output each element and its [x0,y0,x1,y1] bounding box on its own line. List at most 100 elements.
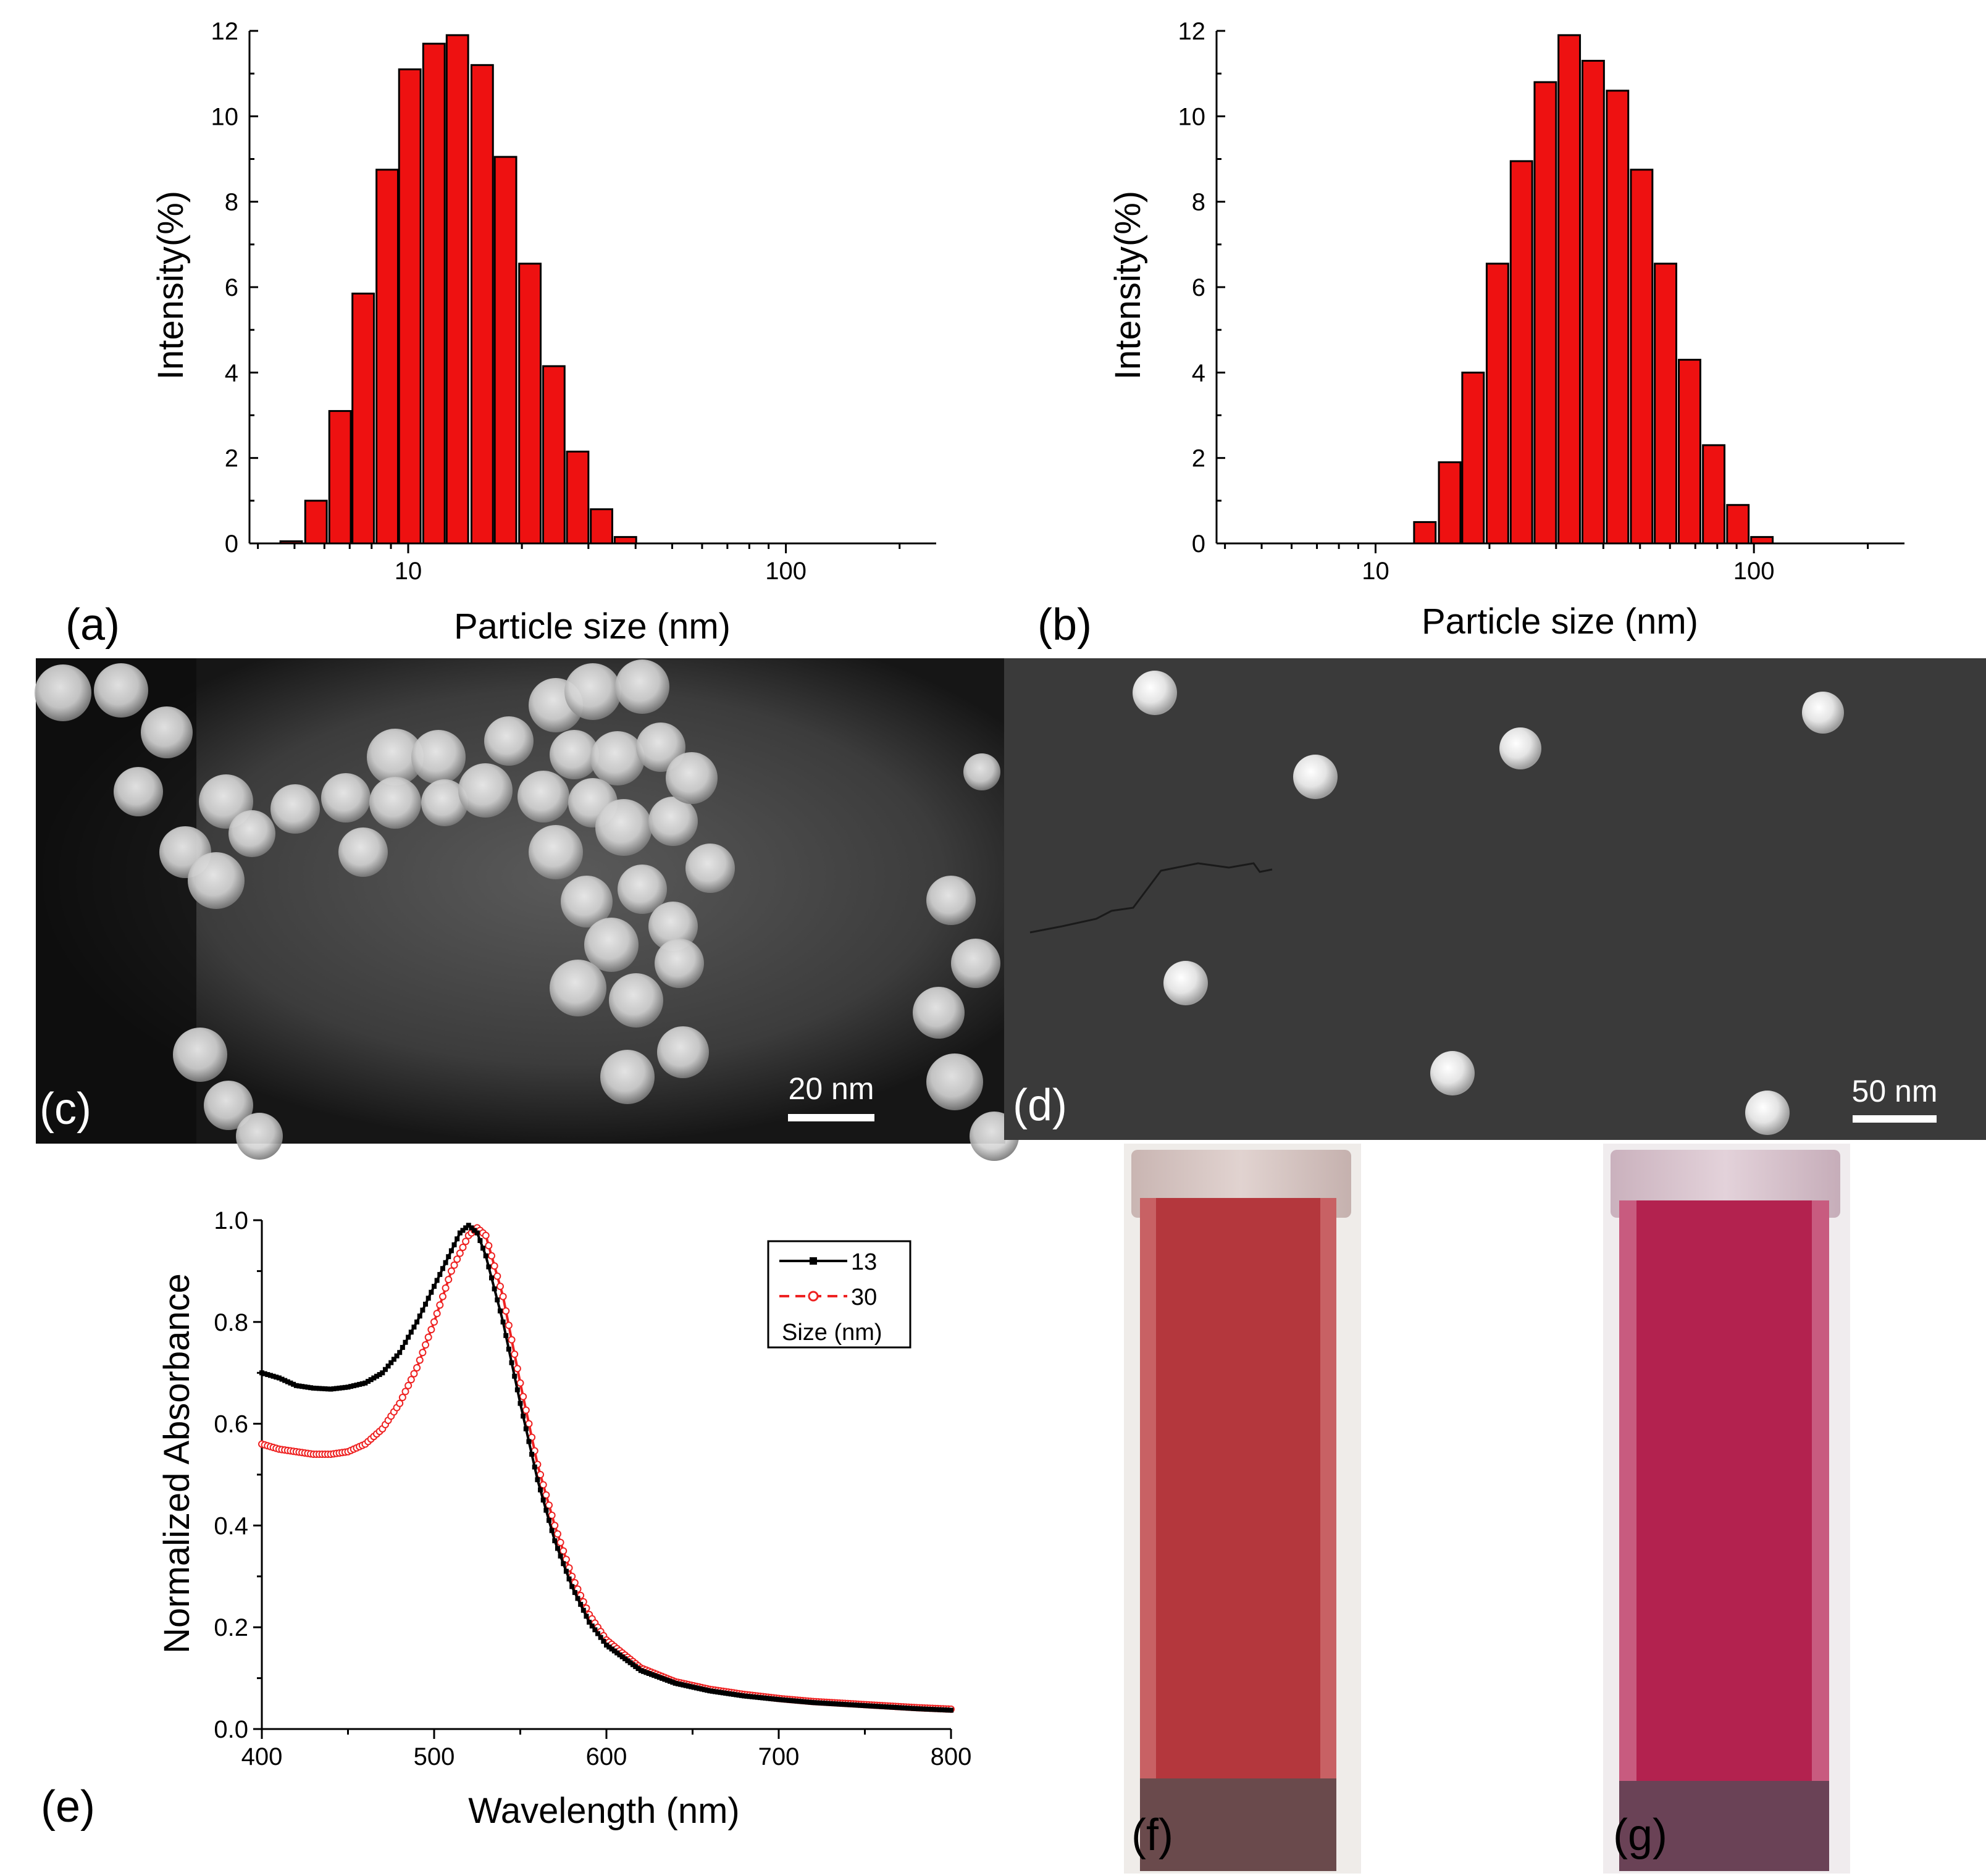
point-0-67 [451,1242,457,1247]
panel-d-particles [1133,671,1844,1135]
particle-15 [458,763,513,818]
point-0-7 [279,1376,285,1382]
point-0-62 [437,1271,443,1277]
panel-a-bars [279,34,637,545]
point-0-179 [760,1695,766,1701]
point-1-60 [430,1318,438,1326]
point-1-59 [427,1326,435,1334]
point-0-223 [877,1704,882,1709]
point-0-156 [699,1686,705,1692]
point-0-35 [359,1381,365,1386]
point-0-246 [937,1707,943,1712]
panel-g-letter: (g) [1613,1811,1667,1860]
point-0-158 [705,1688,710,1693]
point-1-84 [499,1292,507,1300]
point-0-237 [914,1706,920,1712]
point-0-71 [463,1225,469,1231]
point-0-141 [660,1675,665,1681]
point-0-91 [521,1413,526,1419]
point-0-172 [742,1693,747,1699]
point-0-192 [795,1698,800,1704]
point-0-105 [561,1561,566,1567]
bar-4 [375,169,399,545]
point-0-53 [411,1325,417,1330]
point-0-209 [840,1701,845,1707]
point-1-70 [459,1243,467,1251]
point-0-68 [455,1236,460,1242]
point-0-120 [604,1643,609,1648]
point-0-200 [816,1700,821,1706]
particle-4 [1163,961,1208,1005]
point-0-74 [472,1228,477,1233]
particle-13 [338,827,388,877]
point-0-139 [654,1673,660,1679]
point-0-214 [853,1702,858,1708]
x-tick-label-0: 400 [241,1743,283,1770]
point-0-26 [333,1386,339,1391]
point-1-92 [522,1406,530,1414]
legend-title: Size (nm) [782,1320,882,1346]
point-0-2 [265,1371,270,1377]
point-1-99 [542,1491,550,1499]
particle-25 [595,799,652,856]
point-1-103 [553,1530,561,1538]
point-0-229 [892,1705,898,1711]
particle-8 [270,784,320,834]
point-0-42 [380,1370,385,1376]
point-0-70 [460,1228,466,1233]
panel-a-xlabel: Particle size (nm) [454,606,731,647]
bar-9 [1630,169,1654,545]
particle-32 [584,918,639,972]
particle-38 [600,1050,655,1104]
particle-40 [204,1081,253,1130]
particle-23 [517,771,569,823]
particle-2 [141,706,193,758]
point-0-130 [630,1662,635,1667]
point-0-63 [440,1266,445,1271]
bar-12 [566,450,590,545]
point-0-190 [789,1698,795,1704]
point-0-162 [715,1690,721,1695]
point-1-78 [482,1231,490,1239]
point-0-180 [763,1695,768,1701]
panel-b-bars [1413,34,1774,545]
point-1-54 [413,1363,421,1371]
point-1-48 [396,1399,404,1407]
point-0-78 [483,1253,488,1258]
y-tick-label-0: 0 [1192,530,1205,558]
point-0-152 [689,1684,694,1690]
point-1-81 [490,1262,498,1270]
point-0-178 [757,1695,763,1701]
panel-f-letter: (f) [1131,1811,1173,1860]
point-1-87 [508,1336,516,1344]
point-0-19 [314,1386,319,1391]
point-0-204 [826,1701,832,1706]
point-0-43 [382,1367,388,1372]
point-0-102 [552,1538,558,1544]
particle-5 [1430,1051,1475,1095]
point-0-194 [800,1699,805,1704]
point-0-76 [477,1237,483,1243]
point-0-196 [805,1699,811,1705]
point-0-108 [569,1584,575,1589]
point-0-164 [720,1690,726,1696]
bar-10 [518,262,542,545]
point-0-148 [678,1681,684,1687]
bar-4 [1509,160,1533,545]
point-0-149 [681,1682,686,1688]
point-0-59 [429,1289,434,1295]
point-0-73 [469,1225,474,1231]
particle-18 [564,663,621,720]
particle-14 [421,779,468,826]
point-1-106 [562,1556,570,1564]
point-0-219 [866,1703,871,1709]
point-0-106 [563,1568,569,1574]
bar-13 [590,508,613,545]
point-0-80 [489,1275,494,1281]
point-0-134 [641,1669,647,1674]
point-0-239 [919,1706,924,1712]
panel-f-right-wall [1320,1198,1336,1791]
point-0-33 [354,1382,359,1388]
point-0-199 [813,1700,819,1706]
point-0-24 [328,1386,333,1392]
